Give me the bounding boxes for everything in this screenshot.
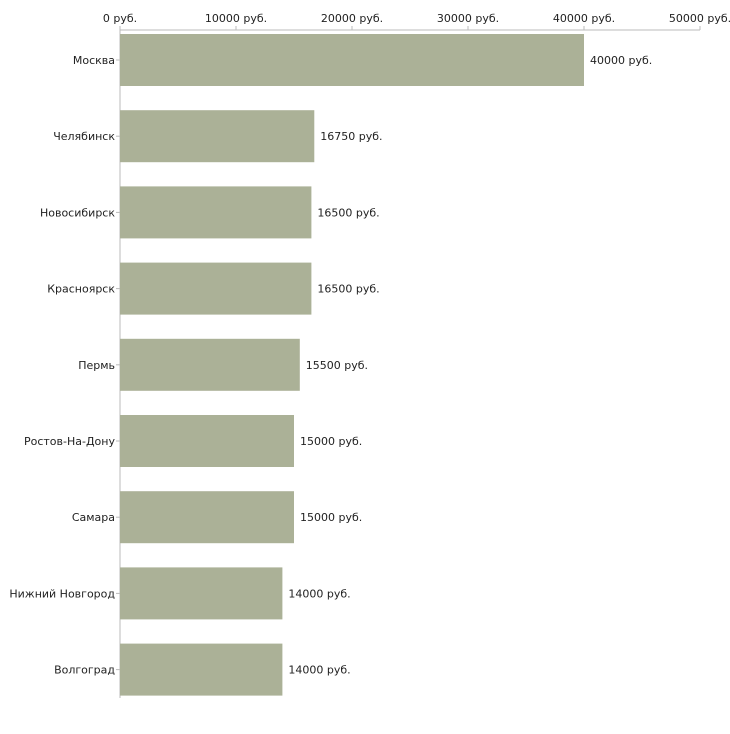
category-label: Москва xyxy=(73,54,115,67)
data-label: 16500 руб. xyxy=(317,283,379,296)
category-label: Пермь xyxy=(78,359,115,372)
x-tick-label: 30000 руб. xyxy=(437,12,499,25)
category-label: Новосибирск xyxy=(40,206,115,219)
category-label: Ростов-На-Дону xyxy=(24,435,115,448)
label-layer: Москва 40000 руб. Челябинск 16750 руб. Новос… xyxy=(9,54,652,677)
x-tick-label: 50000 руб. xyxy=(669,12,730,25)
category-label: Волгоград xyxy=(54,664,115,677)
x-tick-label: 20000 руб. xyxy=(321,12,383,25)
bar xyxy=(120,338,300,391)
data-label: 14000 руб. xyxy=(288,587,350,600)
bar xyxy=(120,491,294,544)
data-label: 15000 руб. xyxy=(300,511,362,524)
data-label: 15000 руб. xyxy=(300,435,362,448)
category-label: Челябинск xyxy=(53,130,115,143)
x-tick-label: 10000 руб. xyxy=(205,12,267,25)
bar-layer xyxy=(120,34,584,696)
data-label: 16750 руб. xyxy=(320,130,382,143)
bar xyxy=(120,567,283,620)
data-label: 40000 руб. xyxy=(590,54,652,67)
category-label: Нижний Новгород xyxy=(9,587,115,600)
bar xyxy=(120,262,312,315)
bar xyxy=(120,186,312,239)
bar xyxy=(120,643,283,696)
category-label: Самара xyxy=(72,511,115,524)
x-tick-label: 40000 руб. xyxy=(553,12,615,25)
category-label: Красноярск xyxy=(47,283,115,296)
data-label: 15500 руб. xyxy=(306,359,368,372)
bar xyxy=(120,34,584,86)
data-label: 16500 руб. xyxy=(317,206,379,219)
bar xyxy=(120,110,315,163)
x-tick-label: 0 руб. xyxy=(103,12,137,25)
bar xyxy=(120,415,294,467)
data-label: 14000 руб. xyxy=(288,664,350,677)
